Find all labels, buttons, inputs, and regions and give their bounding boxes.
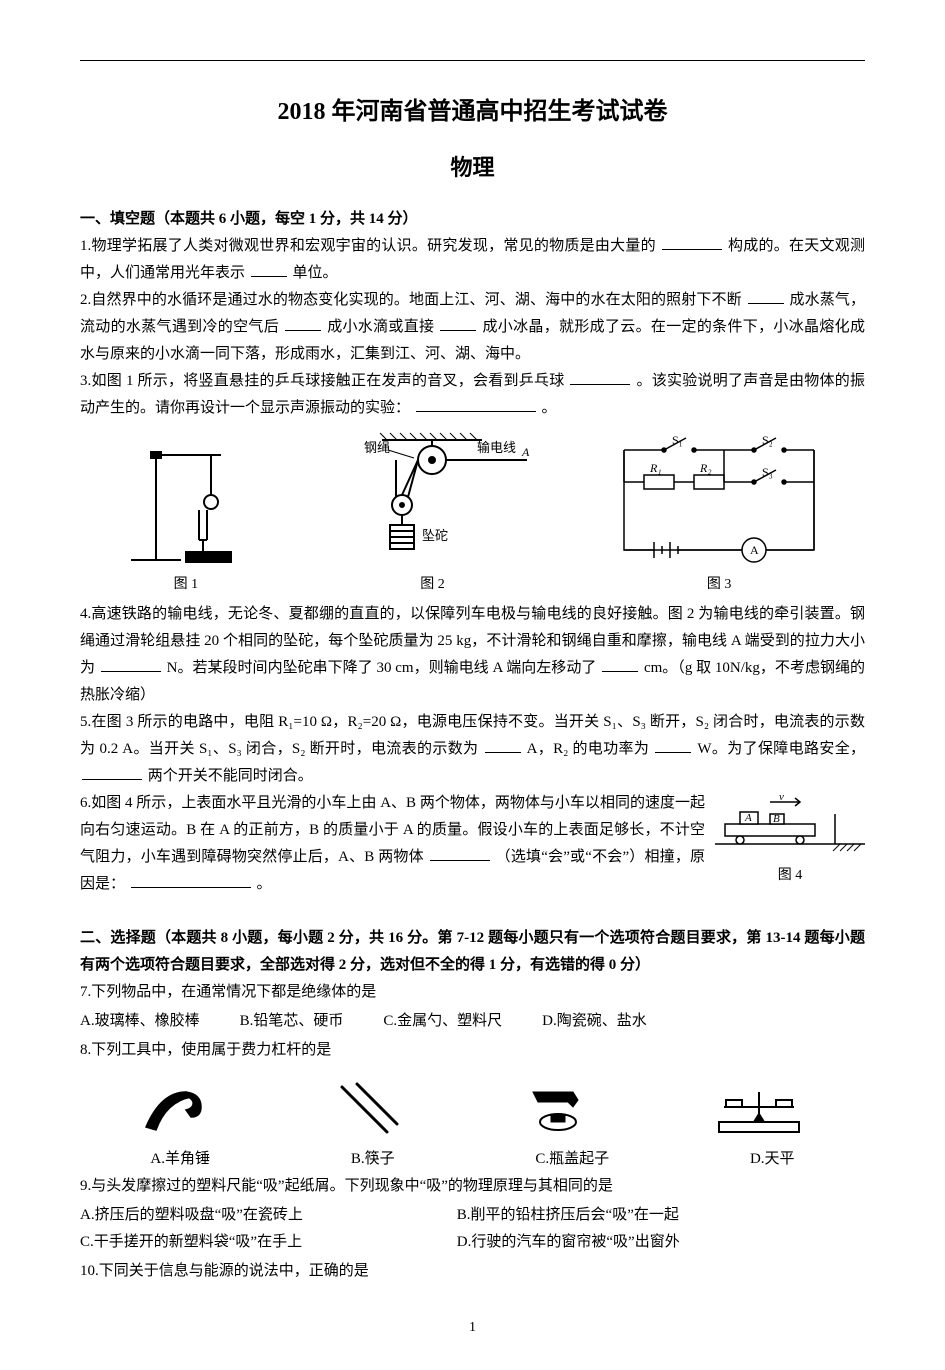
- q5-blank-2: [655, 737, 691, 753]
- q4-blank-1: [101, 656, 161, 672]
- q1-blank-2: [251, 261, 287, 277]
- q9-opt-c: C.干手搓开的新塑料袋“吸”在手上: [80, 1229, 457, 1256]
- figure-row-1: 图 1 A: [80, 430, 865, 597]
- q8-fig-b: [322, 1072, 412, 1142]
- q2-text-a: 2.自然界中的水循环是通过水的物态变化实现的。地面上江、河、湖、海中的水在太阳的…: [80, 292, 742, 308]
- q5-text-c: W。为了保障电路安全，: [697, 741, 865, 757]
- q5-blank-1: [485, 737, 521, 753]
- q7-opt-d: D.陶瓷碗、盐水: [542, 1008, 647, 1035]
- svg-text:R₂: R₂: [699, 461, 712, 475]
- q2-text-c: 成小水滴或直接: [327, 319, 434, 335]
- q8-fig-c: [513, 1072, 603, 1142]
- top-rule: [80, 60, 865, 61]
- svg-text:v: v: [779, 794, 784, 803]
- q2-blank-3: [440, 315, 476, 331]
- figure-2: A 钢绳 输电线 坠砣 图 2: [322, 430, 542, 597]
- q3-blank-1: [570, 369, 630, 385]
- q6-wrap: A B v 图 4 6.如图 4 所示，上表面水平且光滑的小车上由 A、B 两个…: [80, 790, 865, 898]
- q1-blank-1: [662, 234, 722, 250]
- q6-text-c: 。: [257, 876, 272, 892]
- q9-opt-b: B.削平的铅柱挤压后会“吸”在一起: [457, 1202, 834, 1229]
- q2-blank-2: [285, 315, 321, 331]
- section2-head: 二、选择题（本题共 8 小题，每小题 2 分，共 16 分。第 7-12 题每小…: [80, 925, 865, 979]
- q5-text-d: 两个开关不能同时闭合。: [148, 768, 313, 784]
- q8-fig-a: [131, 1072, 221, 1142]
- svg-text:S₁: S₁: [672, 433, 683, 447]
- figure-1-svg: [111, 440, 261, 570]
- q9-stem: 9.与头发摩擦过的塑料尺能“吸”起纸屑。下列现象中“吸”的物理原理与其相同的是: [80, 1173, 865, 1200]
- svg-text:S₃: S₃: [762, 465, 773, 479]
- q5-text-b: A，R₂ 的电功率为: [527, 741, 650, 757]
- q6-blank-2: [131, 872, 251, 888]
- q10-stem: 10.下同关于信息与能源的说法中，正确的是: [80, 1258, 865, 1285]
- figure-1: 图 1: [111, 440, 261, 597]
- q5: 5.在图 3 所示的电路中，电阻 R₁=10 Ω，R₂=20 Ω，电源电压保持不…: [80, 709, 865, 790]
- q4-blank-2: [602, 656, 638, 672]
- fig2-label-wire: 输电线: [477, 440, 516, 455]
- q4: 4.高速铁路的输电线，无论冬、夏都绷的直直的，以保障列车电极与输电线的良好接触。…: [80, 601, 865, 709]
- q8-fig-d: [704, 1072, 814, 1142]
- q5-blank-3: [82, 764, 142, 780]
- q6-blank-1: [430, 845, 490, 861]
- figure-4-svg: A B v: [715, 794, 865, 854]
- page-number: 1: [80, 1315, 865, 1340]
- q3-blank-2: [416, 396, 536, 412]
- exam-subject: 物理: [80, 148, 865, 188]
- figure-3-caption: 图 3: [604, 572, 834, 597]
- q1: 1.物理学拓展了人类对微观世界和宏观宇宙的认识。研究发现，常见的物质是由大量的 …: [80, 233, 865, 287]
- svg-text:A: A: [744, 812, 752, 824]
- section1-head: 一、填空题（本题共 6 小题，每空 1 分，共 14 分）: [80, 206, 865, 233]
- figure-1-caption: 图 1: [111, 572, 261, 597]
- q3-text-a: 3.如图 1 所示，将竖直悬挂的乒乓球接触正在发声的音叉，会看到乒乓球: [80, 373, 564, 389]
- svg-text:S₂: S₂: [762, 433, 773, 447]
- q7-opt-a: A.玻璃棒、橡胶棒: [80, 1008, 200, 1035]
- figure-3: S₁ S₂ S₃ R₁ R₂ A 图 3: [604, 430, 834, 597]
- q4-text-b: N。若某段时间内坠砣串下降了 30 cm，则输电线 A 端向左移动了: [167, 660, 597, 676]
- q8-opt-a: A.羊角锤: [150, 1146, 210, 1173]
- figure-4-caption: 图 4: [715, 863, 865, 888]
- svg-text:A: A: [521, 445, 530, 459]
- q1-text-a: 1.物理学拓展了人类对微观世界和宏观宇宙的认识。研究发现，常见的物质是由大量的: [80, 238, 656, 254]
- q2-blank-1: [748, 288, 784, 304]
- svg-text:R₁: R₁: [649, 461, 662, 475]
- q8-opt-d: D.天平: [750, 1146, 795, 1173]
- svg-text:B: B: [773, 813, 780, 825]
- q7-options: A.玻璃棒、橡胶棒 B.铅笔芯、硬币 C.金属勺、塑料尺 D.陶瓷碗、盐水: [80, 1008, 865, 1035]
- figure-2-caption: 图 2: [322, 572, 542, 597]
- figure-4: A B v 图 4: [715, 794, 865, 888]
- q2: 2.自然界中的水循环是通过水的物态变化实现的。地面上江、河、湖、海中的水在太阳的…: [80, 287, 865, 368]
- q8-opt-b: B.筷子: [351, 1146, 395, 1173]
- q7-opt-c: C.金属勺、塑料尺: [383, 1008, 502, 1035]
- q8-options: A.羊角锤 B.筷子 C.瓶盖起子 D.天平: [80, 1146, 865, 1173]
- q3-text-c: 。: [542, 400, 557, 416]
- fig2-label-weight: 坠砣: [422, 528, 448, 543]
- q7-stem: 7.下列物品中，在通常情况下都是绝缘体的是: [80, 979, 865, 1006]
- q8-stem: 8.下列工具中，使用属于费力杠杆的是: [80, 1037, 865, 1064]
- fig2-label-rope: 钢绳: [364, 440, 390, 455]
- q1-text-c: 单位。: [293, 265, 338, 281]
- q7-opt-b: B.铅笔芯、硬币: [240, 1008, 344, 1035]
- figure-3-svg: S₁ S₂ S₃ R₁ R₂ A: [604, 430, 834, 570]
- figure-2-svg: A 钢绳 输电线 坠砣: [322, 430, 542, 570]
- q9-opt-a: A.挤压后的塑料吸盘“吸”在瓷砖上: [80, 1202, 457, 1229]
- q8-figure-row: [80, 1072, 865, 1142]
- exam-title: 2018 年河南省普通高中招生考试试卷: [80, 91, 865, 134]
- svg-text:A: A: [750, 543, 759, 557]
- q9-opt-d: D.行驶的汽车的窗帘被“吸”出窗外: [457, 1229, 834, 1256]
- q9-options: A.挤压后的塑料吸盘“吸”在瓷砖上 B.削平的铅柱挤压后会“吸”在一起 C.干手…: [80, 1202, 865, 1256]
- q3: 3.如图 1 所示，将竖直悬挂的乒乓球接触正在发声的音叉，会看到乒乓球 。该实验…: [80, 368, 865, 422]
- q8-opt-c: C.瓶盖起子: [535, 1146, 609, 1173]
